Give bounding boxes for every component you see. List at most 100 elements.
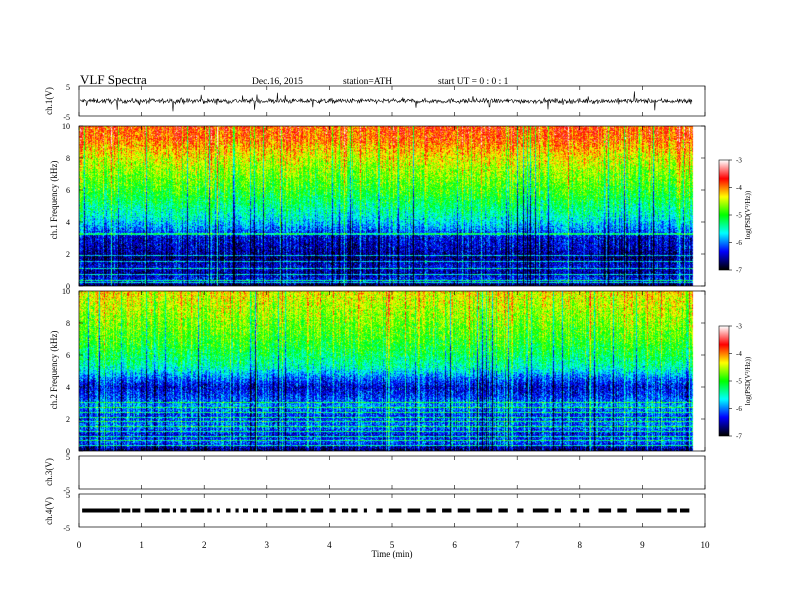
ch4-pulse <box>476 508 493 513</box>
ch1-spectrogram-image-holder <box>79 126 705 286</box>
ch4-pulse <box>235 508 239 513</box>
ytick-label: 10 <box>62 287 70 296</box>
colorbar-tick-label: -6 <box>736 239 742 247</box>
ytick-label: 8 <box>66 154 70 163</box>
ytick-label: 10 <box>62 122 70 131</box>
ch2-colorbar-holder <box>719 326 729 436</box>
colorbar-tick-label: -5 <box>736 212 742 220</box>
ch4-pulse <box>598 508 612 513</box>
ch1-colorbar-holder <box>719 160 729 270</box>
ch1-spectrogram-yticks: 0 2 4 6 8 10 <box>62 122 705 291</box>
ch4-pulse <box>144 508 160 513</box>
ch1-colorbar <box>719 160 729 270</box>
ch4-pulse <box>554 508 562 513</box>
ch4-pulse <box>442 508 452 513</box>
time-tick-label: 1 <box>139 540 144 550</box>
ch4-pulse <box>216 508 220 513</box>
ch4-pulse <box>310 508 324 513</box>
time-tick-label: 9 <box>640 540 645 550</box>
ch1-waveform-trace <box>79 91 693 112</box>
ytick-label: 0 <box>66 447 70 456</box>
colorbar-tick-label: -6 <box>736 405 742 413</box>
colorbar-tick-label: -4 <box>736 184 742 192</box>
ch4-pulse <box>161 508 170 513</box>
time-tick-label: 2 <box>202 540 207 550</box>
colorbar-tick-label: -5 <box>736 378 742 386</box>
time-axis-tick-labels: 0 1 2 3 4 5 6 7 8 9 10 <box>77 540 710 550</box>
time-tick-label: 6 <box>452 540 457 550</box>
ch1-waveform-ylabel: ch.1(V) <box>44 87 54 115</box>
ch2-spectrogram-image-holder <box>79 291 705 451</box>
ch1-ytick-bottom: -5 <box>63 113 70 122</box>
station-label: station=ATH <box>343 77 392 87</box>
ch2-colorbar-ticks: -3 -4 -5 -6 -7 <box>729 323 742 441</box>
ch3-ytick-top: 5 <box>66 453 70 462</box>
ch4-pulse <box>351 508 358 513</box>
ytick-label: 8 <box>66 319 70 328</box>
ch4-pulse <box>285 508 299 513</box>
ch1-waveform-panel: 5 -5 ch.1(V) <box>44 83 706 122</box>
ch2-spectrogram-ylabel: ch.2 Frequency (kHz) <box>49 331 59 410</box>
ch4-pulse <box>388 508 402 513</box>
ch4-pulse <box>376 508 383 513</box>
ch4-waveform-panel: 5 -5 ch.4(V) <box>44 491 706 533</box>
ch3-waveform-ylabel: ch.3(V) <box>44 458 54 486</box>
colorbar-tick-label: -3 <box>736 157 742 165</box>
time-tick-label: 4 <box>327 540 332 550</box>
ch4-pulse <box>457 508 471 513</box>
colorbar-tick-label: -3 <box>736 323 742 331</box>
colorbar-tick-label: -4 <box>736 350 742 358</box>
ch1-spectrogram-ylabel: ch.1 Frequency (kHz) <box>49 161 59 240</box>
ch4-pulse <box>679 508 690 513</box>
ch4-pulse <box>407 508 421 513</box>
ytick-label: 6 <box>66 186 70 195</box>
ch4-pulse <box>172 508 177 513</box>
start-time-label: start UT = 0 : 0 : 1 <box>438 77 509 87</box>
figure-title: VLF Spectra <box>80 72 147 87</box>
colorbar-tick-label: -7 <box>736 267 742 275</box>
ch4-pulse <box>180 508 187 513</box>
ch4-pulse-trace <box>82 508 690 513</box>
ytick-label: 2 <box>66 415 70 424</box>
time-tick-label: 3 <box>265 540 270 550</box>
ch1-ytick-top: 5 <box>66 83 70 92</box>
date-label: Dec.16, 2015 <box>252 77 303 87</box>
ch4-pulse <box>329 508 336 513</box>
ch4-pulse <box>273 508 283 513</box>
time-tick-label: 10 <box>701 540 711 550</box>
time-axis-label: Time (min) <box>372 549 413 559</box>
time-tick-label: 7 <box>515 540 520 550</box>
ch2-spectrogram-yticks: 0 2 4 6 8 10 <box>62 287 705 456</box>
time-tick-label: 0 <box>77 540 82 550</box>
ytick-label: 4 <box>66 218 70 227</box>
ch4-pulse <box>498 508 508 513</box>
ch4-pulse <box>532 508 549 513</box>
ch3-waveform-panel: 5 -5 ch.3(V) <box>44 453 706 495</box>
time-tick-label: 8 <box>578 540 583 550</box>
ch2-spectrogram-image <box>79 291 705 451</box>
ytick-label: 2 <box>66 250 70 259</box>
ch4-pulse <box>121 508 131 513</box>
ch4-pulse <box>426 508 436 513</box>
ch1-colorbar-ticks: -3 -4 -5 -6 -7 <box>729 157 742 275</box>
ytick-label: 0 <box>66 282 70 291</box>
colorbar-tick-label: -7 <box>736 433 742 441</box>
ch1-spectrogram-image <box>79 126 705 286</box>
ch4-pulse <box>617 508 627 513</box>
time-tick-label: 5 <box>390 540 395 550</box>
ch4-pulse <box>301 508 306 513</box>
ch4-pulse <box>82 508 120 513</box>
ytick-label: 4 <box>66 383 70 392</box>
time-axis-ticks <box>78 86 706 527</box>
ch2-colorbar <box>719 326 729 436</box>
ch4-pulse <box>636 508 662 513</box>
ch4-pulse <box>341 508 349 513</box>
ch4-ytick-bottom: -5 <box>63 524 70 533</box>
ch4-pulse <box>667 508 677 513</box>
ch3-ytick-bottom: -5 <box>63 486 70 495</box>
ch4-pulse <box>190 508 205 513</box>
ch4-pulse <box>582 508 590 513</box>
ytick-label: 6 <box>66 351 70 360</box>
